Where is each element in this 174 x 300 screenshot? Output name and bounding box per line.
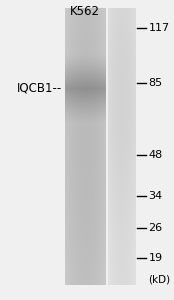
Text: IQCB1--: IQCB1-- [17,82,62,94]
Text: 85: 85 [148,78,163,88]
Text: 34: 34 [148,191,163,201]
Text: 117: 117 [148,23,169,33]
Text: 26: 26 [148,223,163,233]
Text: K562: K562 [70,5,100,18]
Text: 19: 19 [148,253,163,263]
Text: (kD): (kD) [148,275,171,285]
Text: 48: 48 [148,150,163,160]
